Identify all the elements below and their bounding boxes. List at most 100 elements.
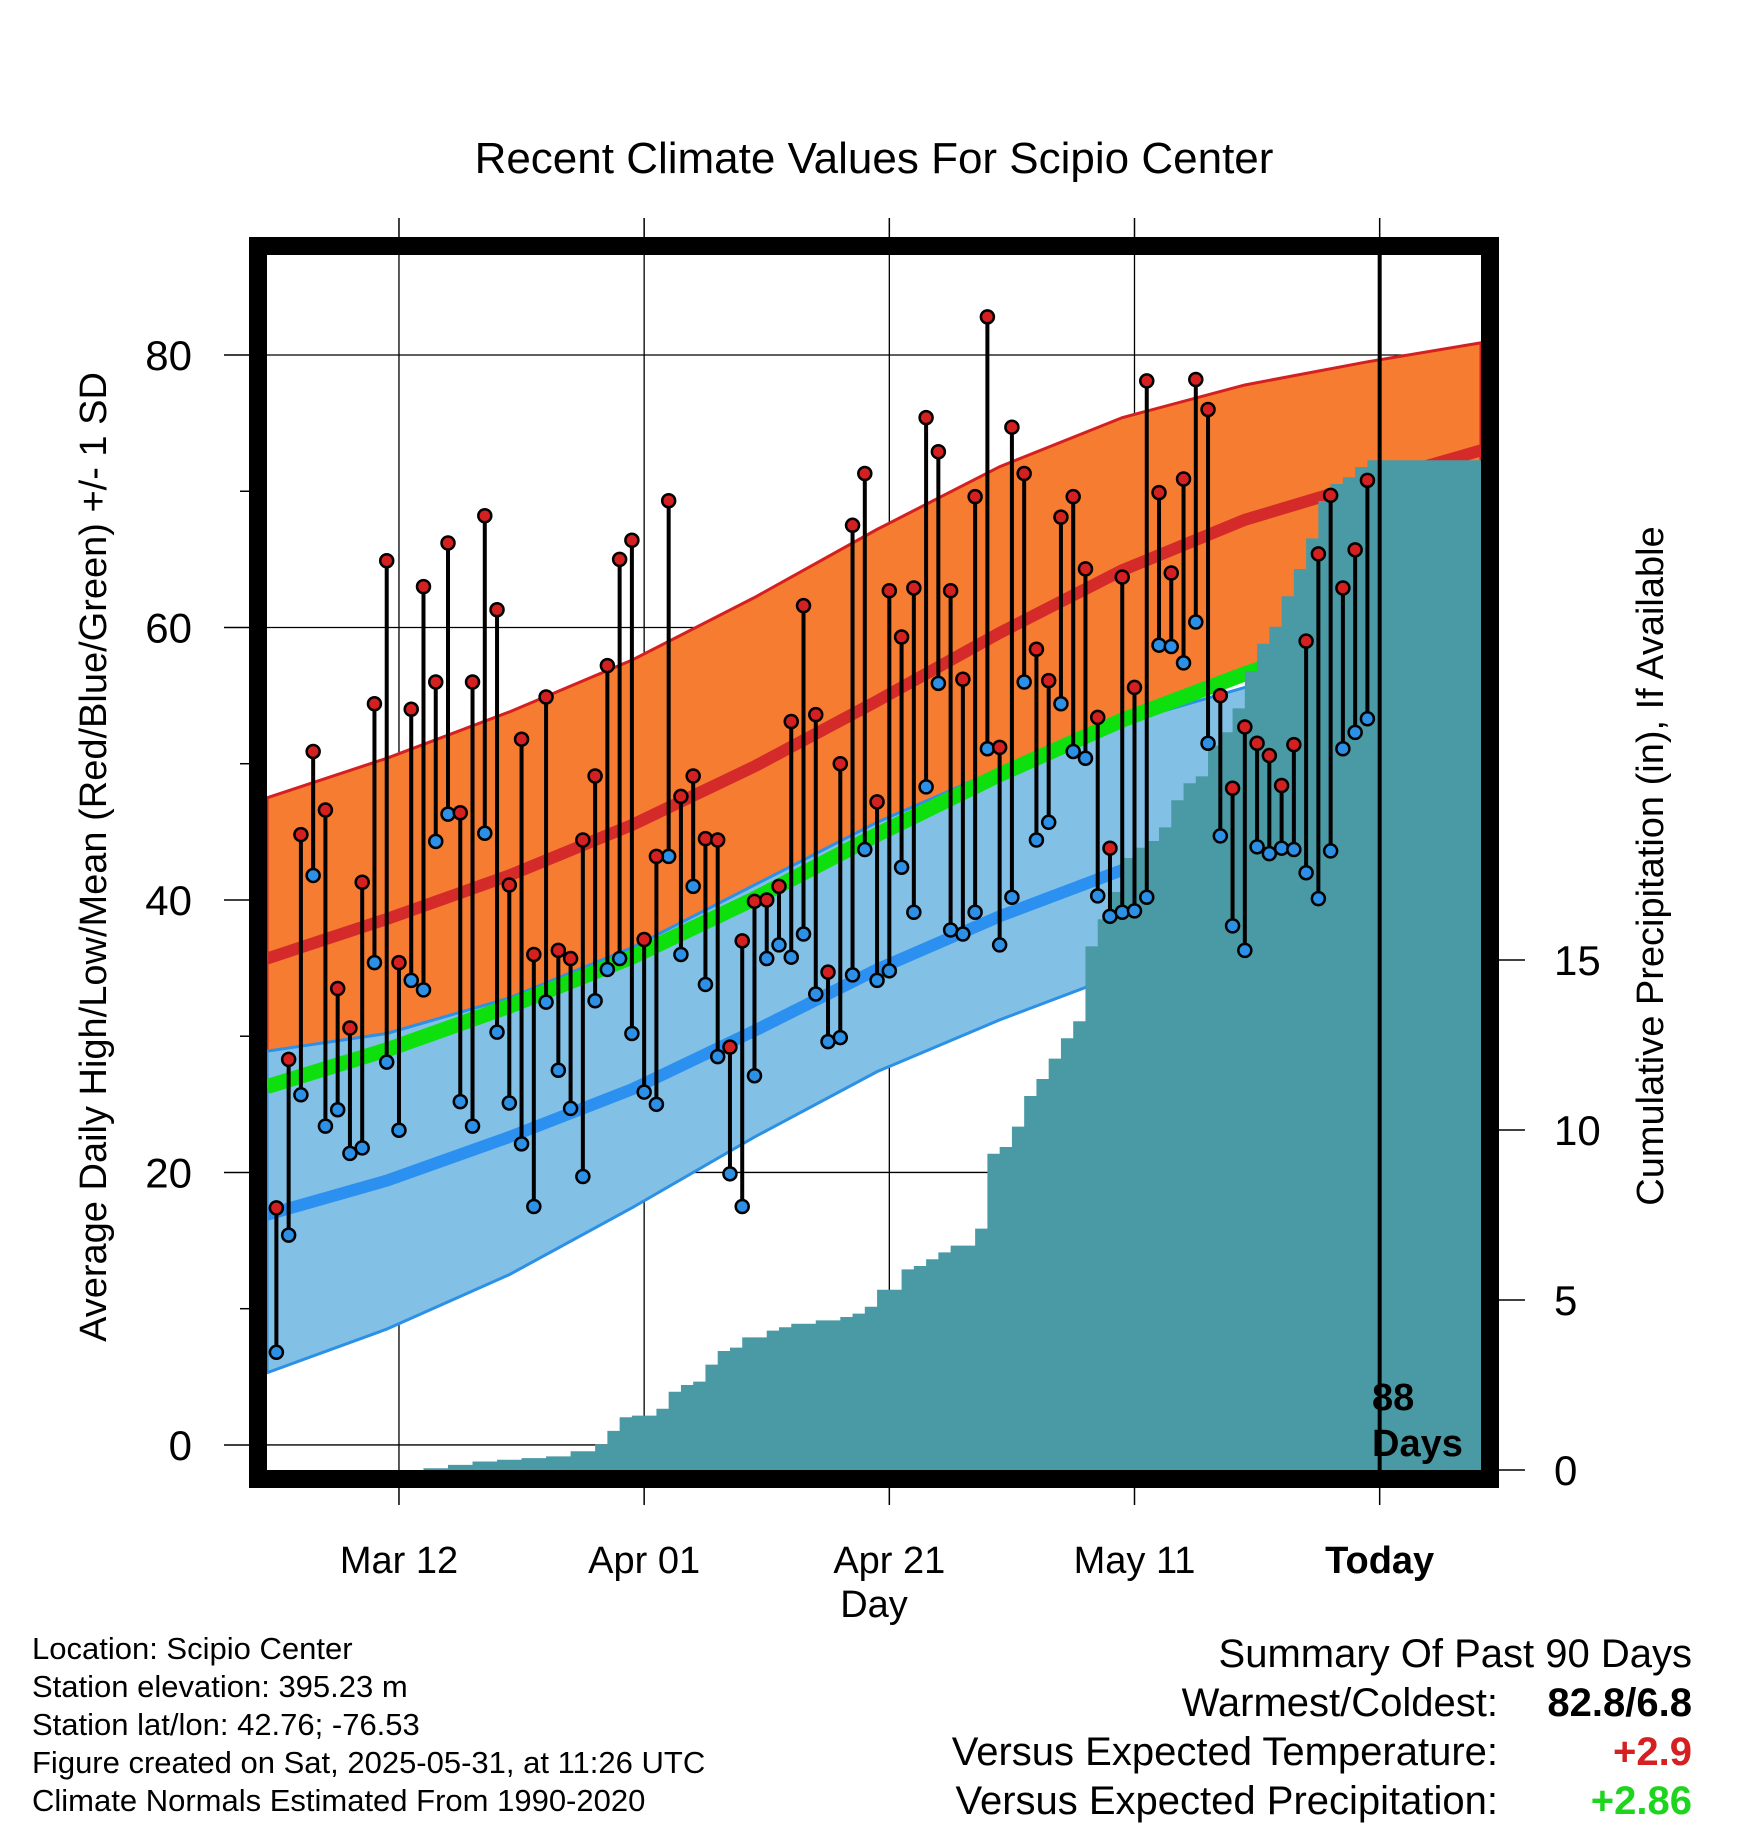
daily-high-point [758, 892, 775, 908]
x-axis-label: Day [840, 1584, 908, 1626]
daily-low-point [280, 1227, 297, 1243]
daily-low-point [636, 1084, 652, 1100]
daily-high-point [1261, 747, 1278, 764]
daily-high-point [1077, 561, 1094, 577]
daily-high-point [1237, 719, 1253, 735]
y-right-tick-label: 10 [1554, 1107, 1601, 1154]
daily-high-point [881, 582, 898, 599]
daily-high-point [1089, 709, 1106, 726]
daily-low-point [477, 825, 493, 841]
daily-low-point [783, 949, 800, 965]
daily-low-point [991, 937, 1008, 953]
daily-low-point [526, 1198, 542, 1215]
daily-high-point [795, 597, 812, 614]
daily-high-point [489, 602, 505, 618]
daily-low-point [808, 986, 824, 1002]
daily-high-point [599, 657, 616, 674]
daily-high-point [979, 309, 996, 325]
daily-low-point [869, 972, 885, 989]
daily-low-point [464, 1118, 481, 1134]
daily-low-point [1077, 750, 1094, 767]
daily-high-point [636, 931, 652, 948]
daily-low-point [538, 994, 554, 1010]
x-tick-label: Apr 01 [588, 1540, 700, 1582]
daily-high-point [1359, 472, 1376, 489]
daily-low-point [391, 1122, 407, 1138]
daily-low-point [771, 937, 787, 953]
daily-low-point [489, 1024, 505, 1040]
daily-low-point [1040, 814, 1057, 831]
daily-high-point [1004, 419, 1020, 435]
y-axis-right-label: Cumulative Precipitation (in), If Availa… [1630, 526, 1672, 1205]
daily-high-point [930, 443, 947, 460]
daily-low-point [587, 993, 603, 1009]
daily-low-point [575, 1168, 591, 1185]
daily-high-point [1065, 488, 1081, 505]
daily-high-point [1188, 371, 1204, 388]
daily-high-point [550, 942, 567, 959]
daily-low-point [403, 972, 419, 989]
daily-high-point [317, 802, 334, 818]
daily-low-point [440, 806, 456, 822]
daily-high-point [783, 713, 800, 730]
normals-source-text: Climate Normals Estimated From 1990-2020 [32, 1783, 646, 1818]
today-days-label: Days [1372, 1423, 1463, 1465]
elevation-text: Station elevation: 395.23 m [32, 1669, 408, 1704]
daily-low-point [795, 926, 812, 942]
daily-high-point [477, 508, 493, 524]
y-left-tick-label: 0 [169, 1422, 192, 1469]
daily-high-point [293, 826, 309, 843]
daily-high-point [1126, 679, 1143, 696]
daily-low-point [1212, 828, 1229, 844]
daily-low-point [268, 1344, 285, 1361]
daily-low-point [955, 926, 971, 942]
daily-low-point [550, 1062, 567, 1079]
daily-low-point [305, 867, 321, 884]
precip-area [423, 460, 1481, 1470]
daily-high-point [1114, 569, 1130, 585]
daily-low-point [329, 1102, 346, 1118]
daily-high-point [832, 755, 849, 772]
daily-low-point [1200, 735, 1216, 752]
daily-high-point [1028, 641, 1045, 658]
daily-low-point [1028, 832, 1045, 848]
daily-high-point [268, 1200, 285, 1216]
daily-low-point [758, 950, 775, 967]
daily-high-point [1298, 633, 1314, 649]
daily-low-point [1322, 843, 1339, 859]
daily-high-point [1212, 687, 1229, 704]
daily-high-point [918, 409, 934, 426]
daily-high-point [1163, 565, 1180, 581]
daily-high-point [1200, 401, 1216, 418]
daily-low-point [673, 946, 689, 963]
daily-low-point [1359, 711, 1376, 727]
daily-low-point [893, 859, 910, 876]
daily-high-point [1347, 542, 1363, 558]
daily-low-point [1273, 840, 1290, 856]
daily-low-point [354, 1140, 370, 1156]
daily-low-point [1089, 888, 1106, 904]
daily-low-point [342, 1145, 358, 1162]
x-tick-label: Mar 12 [340, 1540, 458, 1582]
summary-panel: Summary Of Past 90 Days Warmest/Coldest:… [952, 1630, 1692, 1826]
daily-high-point [1322, 487, 1339, 504]
daily-low-point [1347, 724, 1363, 741]
daily-high-point [685, 768, 701, 784]
location-text: Location: Scipio Center [32, 1631, 353, 1666]
daily-high-point [526, 946, 542, 963]
daily-low-point [918, 779, 934, 795]
daily-low-point [648, 1096, 665, 1113]
daily-high-point [1224, 780, 1241, 796]
warmest-coldest-label: Warmest/Coldest: [1181, 1681, 1498, 1725]
daily-low-point [1237, 942, 1253, 959]
daily-low-point [293, 1087, 309, 1103]
daily-low-point [1175, 655, 1192, 671]
daily-low-point [1065, 743, 1081, 760]
daily-high-point [611, 551, 628, 568]
precip-layer [423, 460, 1481, 1470]
daily-low-point [599, 961, 616, 978]
daily-high-point [820, 964, 836, 980]
temp-anomaly-label: Versus Expected Temperature: [951, 1730, 1498, 1774]
y-left-tick-label: 20 [145, 1149, 192, 1196]
axes-layer: 0 20 40 60 80 0 5 10 15 Mar 12 Apr 01 Apr 21 May 11 T… [145, 218, 1601, 1582]
